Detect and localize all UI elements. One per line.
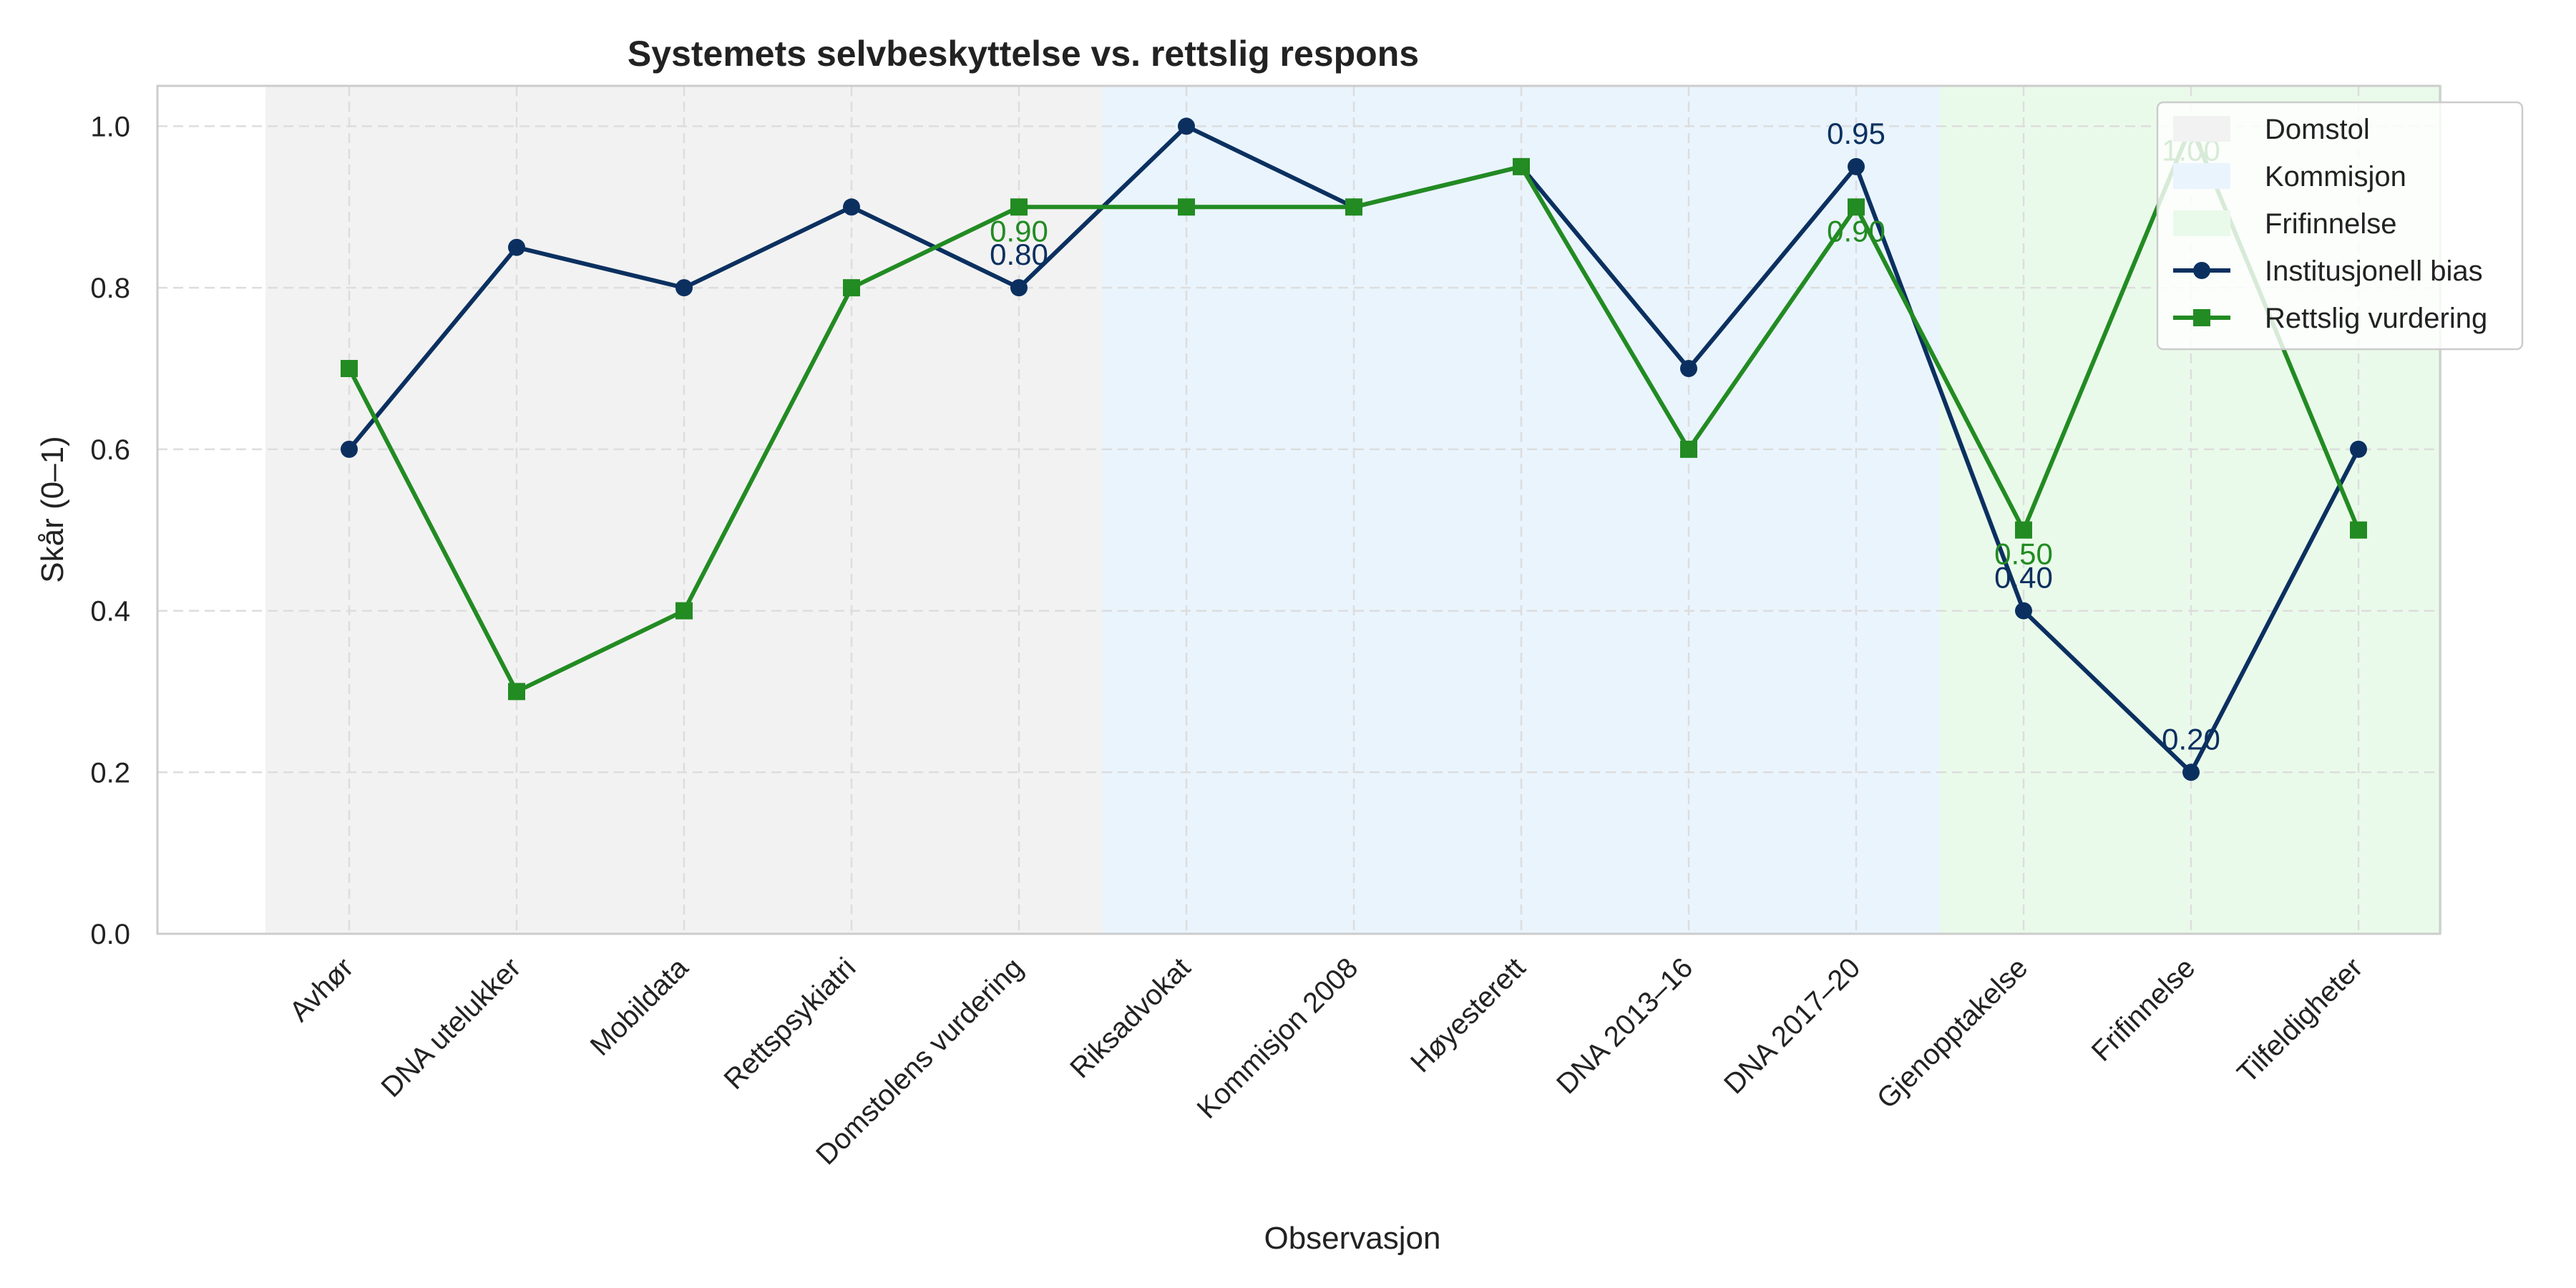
series-1-point-4 xyxy=(1010,198,1028,216)
x-axis-label: Observasjon xyxy=(1264,1221,1440,1256)
series-0-point-3 xyxy=(843,198,860,216)
series-1-point-9 xyxy=(1848,198,1865,216)
region-band-0 xyxy=(265,86,1103,934)
series-1-point-3 xyxy=(843,279,860,297)
legend-marker-3 xyxy=(2193,262,2210,279)
x-tick-label-11: Frifinnelse xyxy=(2086,952,2202,1068)
series-1-point-6 xyxy=(1345,198,1362,216)
x-tick-label-3: Rettspsykiatri xyxy=(718,952,862,1096)
plot-frame xyxy=(156,84,2441,935)
x-tick-label-7: Høyesterett xyxy=(1405,952,1531,1078)
x-tick-label-8: DNA 2013–16 xyxy=(1551,952,1699,1100)
y-tick-label-3: 0.6 xyxy=(90,434,130,466)
legend-label-1: Kommisjon xyxy=(2265,161,2406,192)
data-label-0: 0.80 xyxy=(990,238,1048,271)
x-axis-ticks: Avhør DNA utelukker Mobildata Rettspsykiatr… xyxy=(283,952,2368,1171)
y-tick-label-2: 0.4 xyxy=(90,596,130,628)
y-tick-label-0: 0.0 xyxy=(90,919,130,950)
series-1-point-0 xyxy=(341,360,358,377)
legend-marker-4 xyxy=(2193,309,2210,326)
y-axis-ticks: 0.0 0.2 0.4 0.6 0.8 1.0 xyxy=(90,111,130,950)
data-label-4: 0.90 xyxy=(990,214,1048,248)
x-tick-label-9: DNA 2017–20 xyxy=(1718,952,1866,1100)
y-tick-label-5: 1.0 xyxy=(90,111,130,142)
data-label-2: 0.40 xyxy=(1994,561,2053,595)
x-tick-label-5: Riksadvokat xyxy=(1064,952,1196,1084)
series-1-point-2 xyxy=(675,602,693,620)
series-0-point-9 xyxy=(1848,157,1865,175)
series-1-point-5 xyxy=(1178,198,1195,216)
series-0-point-1 xyxy=(508,238,525,256)
legend-box xyxy=(2156,101,2524,351)
series-0-point-8 xyxy=(1680,360,1697,377)
x-tick-label-6: Kommisjon 2008 xyxy=(1191,952,1365,1125)
series-0-point-5 xyxy=(1178,117,1195,135)
legend-swatch-0 xyxy=(2173,116,2230,142)
series-0-point-2 xyxy=(675,279,693,297)
x-tick-label-1: DNA utelukker xyxy=(375,952,527,1103)
y-tick-label-1: 0.2 xyxy=(90,757,130,789)
legend-swatch-1 xyxy=(2173,163,2230,189)
series-1-point-1 xyxy=(508,683,525,701)
series-0-point-4 xyxy=(1010,279,1028,297)
legend-label-2: Frifinnelse xyxy=(2265,208,2397,240)
series-1-point-10 xyxy=(2015,521,2032,539)
data-label-6: 0.50 xyxy=(1994,537,2053,571)
data-label-1: 0.95 xyxy=(1827,117,1885,150)
y-tick-label-4: 0.8 xyxy=(90,273,130,304)
legend-swatch-2 xyxy=(2173,210,2230,236)
series-0-point-10 xyxy=(2015,602,2032,620)
series-1-point-12 xyxy=(2350,521,2367,539)
data-label-5: 0.90 xyxy=(1827,214,1885,248)
x-tick-label-0: Avhør xyxy=(283,952,359,1028)
series-0-point-12 xyxy=(2350,440,2367,458)
legend: Domstol Kommisjon Frifinnelse Institusjonel… xyxy=(2156,101,2524,351)
x-tick-label-12: Tilfeldigheter xyxy=(2231,952,2368,1089)
legend-label-0: Domstol xyxy=(2265,114,2370,145)
series-1-point-8 xyxy=(1680,440,1697,458)
data-label-3: 0.20 xyxy=(2162,722,2220,756)
series-0-point-11 xyxy=(2182,763,2200,781)
legend-label-3: Institusjonell bias xyxy=(2265,255,2483,287)
x-tick-label-2: Mobildata xyxy=(585,952,695,1062)
x-tick-label-10: Gjenopptakelse xyxy=(1871,952,2034,1115)
legend-label-4: Rettslig vurdering xyxy=(2265,303,2487,334)
series-1-point-7 xyxy=(1513,157,1530,175)
region-bands xyxy=(265,86,2442,934)
chart-title: Systemets selvbeskyttelse vs. rettslig r… xyxy=(628,34,1419,74)
region-band-1 xyxy=(1103,86,1940,934)
series-0-point-0 xyxy=(341,440,358,458)
y-axis-label: Skår (0–1) xyxy=(35,436,70,582)
